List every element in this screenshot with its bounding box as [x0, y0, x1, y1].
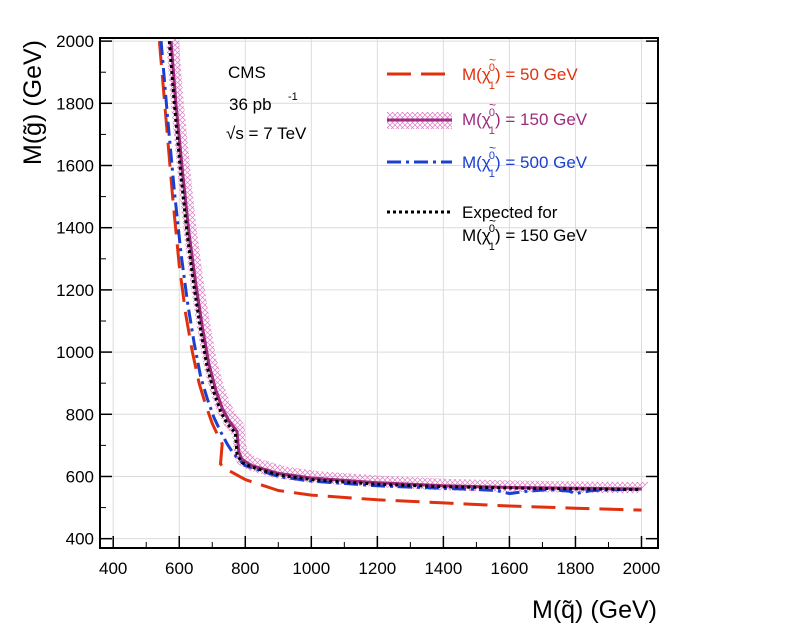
y-tick-label-1600: 1600 — [56, 157, 94, 176]
legend-tilde-500gev: ~ — [489, 141, 496, 155]
x-tick-label-1200: 1200 — [358, 559, 396, 578]
plot-area — [157, 38, 649, 512]
x-tick-label-800: 800 — [231, 559, 259, 578]
plot-frame — [99, 37, 659, 549]
y-tick-label-1200: 1200 — [56, 281, 94, 300]
legend-label-expected-line2: M(χ 10) = 150 GeV — [462, 223, 588, 253]
y-tick-label-1400: 1400 — [56, 219, 94, 238]
annotation-lumi-exponent: -1 — [288, 91, 298, 103]
legend: M(χ 10) = 50 GeV ~ M(χ 10) = 150 GeV ~ M(χ… — [387, 53, 588, 253]
annotation-energy: √s = 7 TeV — [226, 124, 307, 143]
x-axis-label: M(q̃) (GeV) — [532, 596, 657, 624]
legend-label-150gev: M(χ 10) = 150 GeV — [462, 107, 588, 137]
legend-tilde-150gev: ~ — [489, 98, 496, 112]
legend-label-expected-line1: Expected for — [462, 203, 558, 222]
y-tick-label-800: 800 — [66, 405, 94, 424]
line-expected-150gev — [167, 40, 642, 491]
y-axis-label: M(g̃) (GeV) — [19, 40, 47, 165]
legend-label-500gev: M(χ 10) = 500 GeV — [462, 150, 588, 180]
legend-label-50gev: M(χ 10) = 50 GeV — [462, 62, 578, 92]
tick-labels: 400 600 800 1000 1200 1400 1600 1800 2000 400 600 8… — [56, 32, 660, 578]
x-tick-label-600: 600 — [165, 559, 193, 578]
y-tick-label-2000: 2000 — [56, 32, 94, 51]
x-tick-label-1600: 1600 — [491, 559, 529, 578]
x-tick-label-400: 400 — [99, 559, 127, 578]
y-tick-label-1000: 1000 — [56, 343, 94, 362]
x-tick-label-1000: 1000 — [292, 559, 330, 578]
annotation-cms: CMS — [228, 63, 266, 82]
line-50gev — [157, 40, 642, 512]
y-tick-label-400: 400 — [66, 530, 94, 549]
x-tick-label-2000: 2000 — [623, 559, 661, 578]
y-tick-label-600: 600 — [66, 467, 94, 486]
x-tick-label-1800: 1800 — [557, 559, 595, 578]
line-500gev — [159, 40, 642, 496]
x-tick-label-1400: 1400 — [424, 559, 462, 578]
legend-tilde-expected: ~ — [489, 214, 496, 228]
annotation-lumi: 36 pb — [229, 95, 272, 114]
legend-tilde-50gev: ~ — [489, 53, 496, 67]
axis-ticks — [100, 40, 658, 548]
y-tick-label-1800: 1800 — [56, 94, 94, 113]
